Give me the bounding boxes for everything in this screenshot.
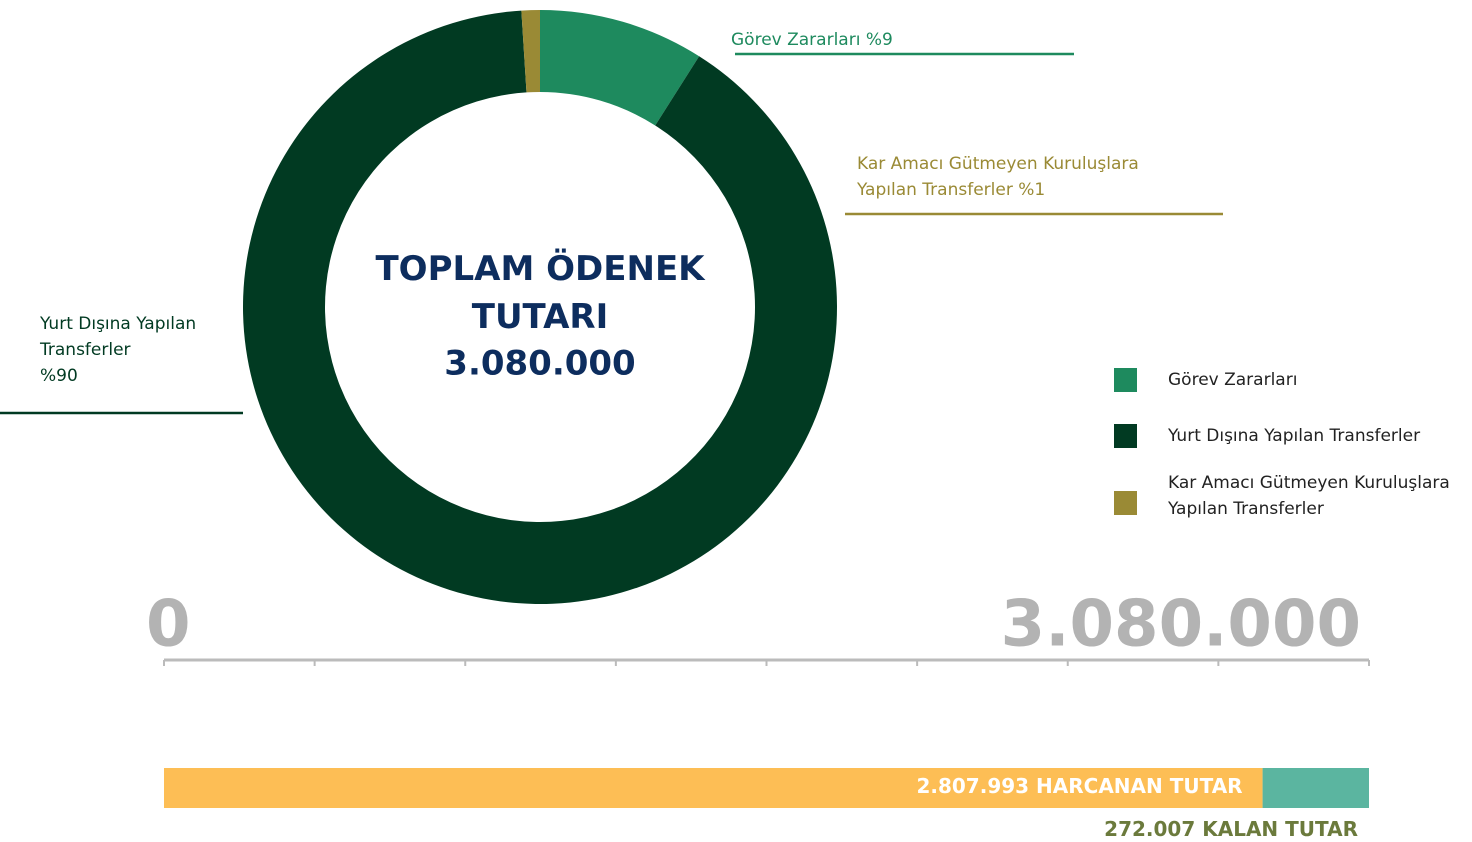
bar-segment [164,768,1263,808]
slice-label: Görev Zararları %9 [731,27,1091,53]
center-label: TOPLAM ÖDENEK TUTARI [375,248,706,337]
spent-name: HARCANAN TUTAR [1036,774,1243,798]
legend-label: Kar Amacı Gütmeyen Kuruluşlara Yapılan T… [1168,473,1450,519]
slice-label-name: Kar Amacı Gütmeyen Kuruluşlara Yapılan T… [857,154,1139,200]
spent-value: 2.807.993 [916,774,1029,798]
spent-label: 2.807.993 HARCANAN TUTAR [916,774,1242,798]
center-label-line: TUTARI [472,297,609,337]
slice-label: Kar Amacı Gütmeyen Kuruluşlara Yapılan T… [857,151,1187,203]
remaining-label: 272.007 KALAN TUTAR [1104,817,1358,841]
remaining-value: 272.007 [1104,817,1195,841]
legend-label: Görev Zararları [1168,370,1298,390]
remaining-name: KALAN TUTAR [1202,817,1358,841]
slice-label: Yurt Dışına Yapılan Transferler %90 [40,311,230,389]
slice-label-value: %90 [40,366,78,386]
legend-label: Yurt Dışına Yapılan Transferler [1168,426,1421,446]
legend-swatch [1114,424,1137,448]
axis-end-label: 3.080.000 [1001,588,1361,662]
slice-label-value: %1 [1018,180,1046,200]
bar-segment [1262,768,1369,808]
legend-swatch [1114,491,1137,515]
donut-slice [521,10,540,93]
center-label-line: TOPLAM ÖDENEK [375,248,706,289]
axis-end-label: 0 [146,588,191,662]
legend-swatch [1114,368,1137,392]
slice-label-name: Görev Zararları [731,30,861,50]
slice-label-name: Yurt Dışına Yapılan Transferler [40,314,197,360]
donut-slice [540,10,700,126]
slice-label-value: %9 [865,30,893,50]
center-total: 3.080.000 [444,344,635,384]
